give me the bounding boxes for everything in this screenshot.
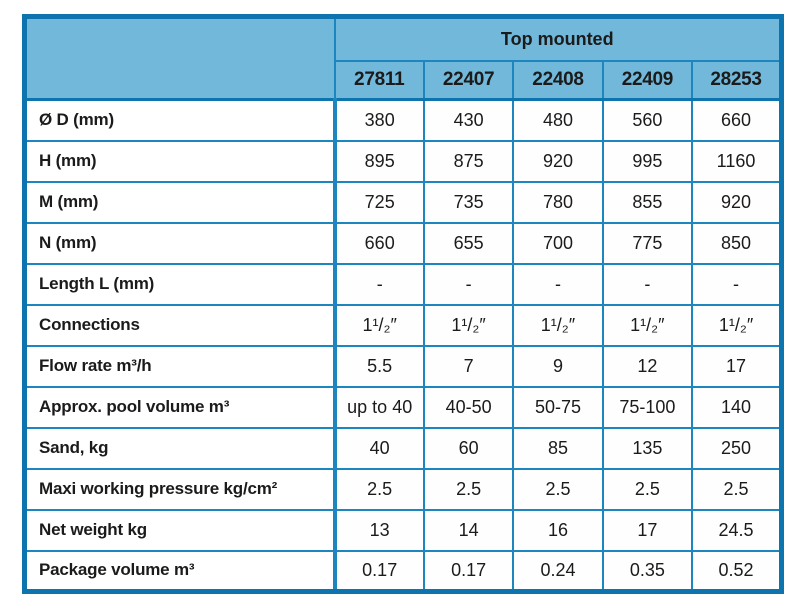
table-row-flow-rate: Flow rate m³/h 5.5 7 9 12 17 bbox=[23, 344, 783, 388]
table-cell: 2.5 bbox=[422, 467, 515, 511]
table-cell: 1¹/₂″ bbox=[512, 303, 604, 347]
column-header-22409: 22409 bbox=[601, 59, 694, 101]
table-cell: 725 bbox=[333, 180, 425, 224]
row-label: Flow rate m³/h bbox=[23, 344, 337, 388]
row-label: Package volume m³ bbox=[23, 549, 337, 593]
table-cell: 40 bbox=[333, 426, 425, 470]
table-cell: - bbox=[691, 262, 783, 306]
table-row-net-weight: Net weight kg 13 14 16 17 24.5 bbox=[23, 508, 783, 552]
row-label: Maxi working pressure kg/cm² bbox=[23, 467, 337, 511]
column-header-27811: 27811 bbox=[333, 59, 425, 101]
table-cell: 250 bbox=[691, 426, 783, 470]
table-cell: 775 bbox=[601, 221, 694, 265]
table-cell: 0.17 bbox=[333, 549, 425, 593]
table-cell: 920 bbox=[691, 180, 783, 224]
table-row-length: Length L (mm) - - - - - bbox=[23, 262, 783, 306]
table-cell: 2.5 bbox=[512, 467, 604, 511]
spec-table: Top mounted 27811 22407 22408 22409 2825… bbox=[22, 14, 784, 594]
table-cell: 0.35 bbox=[601, 549, 694, 593]
table-cell: up to 40 bbox=[333, 385, 425, 429]
row-label: Length L (mm) bbox=[23, 262, 337, 306]
table-cell: 17 bbox=[691, 344, 783, 388]
table-cell: 2.5 bbox=[691, 467, 783, 511]
group-header-row: Top mounted bbox=[23, 15, 783, 101]
table-cell: 0.24 bbox=[512, 549, 604, 593]
table-cell: 0.17 bbox=[422, 549, 515, 593]
table-cell: 560 bbox=[601, 98, 694, 142]
table-cell: 9 bbox=[512, 344, 604, 388]
row-label: Connections bbox=[23, 303, 337, 347]
table-cell: 895 bbox=[333, 139, 425, 183]
table-row-n: N (mm) 660 655 700 775 850 bbox=[23, 221, 783, 265]
table-cell: 24.5 bbox=[691, 508, 783, 552]
table-row-package-volume: Package volume m³ 0.17 0.17 0.24 0.35 0.… bbox=[23, 549, 783, 593]
table-cell: 480 bbox=[512, 98, 604, 142]
table-cell: 855 bbox=[601, 180, 694, 224]
table-cell: 16 bbox=[512, 508, 604, 552]
row-label: Ø D (mm) bbox=[23, 98, 337, 142]
table-cell: 14 bbox=[422, 508, 515, 552]
row-label: M (mm) bbox=[23, 180, 337, 224]
row-label: N (mm) bbox=[23, 221, 337, 265]
table-cell: 655 bbox=[422, 221, 515, 265]
table-cell: 135 bbox=[601, 426, 694, 470]
table-header: Top mounted 27811 22407 22408 22409 2825… bbox=[23, 15, 783, 101]
table-cell: 75-100 bbox=[601, 385, 694, 429]
table-row-height: H (mm) 895 875 920 995 1160 bbox=[23, 139, 783, 183]
table-cell: 2.5 bbox=[333, 467, 425, 511]
row-label: H (mm) bbox=[23, 139, 337, 183]
table-cell: 995 bbox=[601, 139, 694, 183]
table-cell: 13 bbox=[333, 508, 425, 552]
table-cell: 1¹/₂″ bbox=[691, 303, 783, 347]
table-cell: 50-75 bbox=[512, 385, 604, 429]
table-row-pool-volume: Approx. pool volume m³ up to 40 40-50 50… bbox=[23, 385, 783, 429]
table-cell: 1¹/₂″ bbox=[422, 303, 515, 347]
table-cell: 60 bbox=[422, 426, 515, 470]
row-label: Net weight kg bbox=[23, 508, 337, 552]
group-header: Top mounted bbox=[333, 15, 783, 62]
table-cell: 875 bbox=[422, 139, 515, 183]
table-cell: 85 bbox=[512, 426, 604, 470]
table-cell: 1160 bbox=[691, 139, 783, 183]
corner-cell bbox=[23, 15, 336, 101]
table-cell: 17 bbox=[601, 508, 694, 552]
table-row-m: M (mm) 725 735 780 855 920 bbox=[23, 180, 783, 224]
table-cell: 735 bbox=[422, 180, 515, 224]
table-cell: - bbox=[601, 262, 694, 306]
row-label: Approx. pool volume m³ bbox=[23, 385, 337, 429]
table-cell: 1¹/₂″ bbox=[333, 303, 425, 347]
table-cell: 850 bbox=[691, 221, 783, 265]
table-cell: 0.52 bbox=[691, 549, 783, 593]
model-number-row: 27811 22407 22408 22409 28253 bbox=[25, 59, 783, 101]
table-cell: 140 bbox=[691, 385, 783, 429]
table-row-connections: Connections 1¹/₂″ 1¹/₂″ 1¹/₂″ 1¹/₂″ 1¹/₂… bbox=[23, 303, 783, 347]
table-row-max-pressure: Maxi working pressure kg/cm² 2.5 2.5 2.5… bbox=[23, 467, 783, 511]
table-cell: 660 bbox=[333, 221, 425, 265]
table-cell: - bbox=[422, 262, 515, 306]
row-label: Sand, kg bbox=[23, 426, 337, 470]
column-header-22407: 22407 bbox=[422, 59, 515, 101]
table-cell: 1¹/₂″ bbox=[601, 303, 694, 347]
table-cell: - bbox=[512, 262, 604, 306]
table-cell: 780 bbox=[512, 180, 604, 224]
table-cell: 5.5 bbox=[333, 344, 425, 388]
table-cell: - bbox=[333, 262, 425, 306]
table-cell: 700 bbox=[512, 221, 604, 265]
column-header-22408: 22408 bbox=[512, 59, 604, 101]
table-cell: 430 bbox=[422, 98, 515, 142]
table-body: Ø D (mm) 380 430 480 560 660 H (mm) 895 … bbox=[23, 98, 783, 593]
table-cell: 40-50 bbox=[422, 385, 515, 429]
table-row-sand: Sand, kg 40 60 85 135 250 bbox=[23, 426, 783, 470]
table-row-diameter: Ø D (mm) 380 430 480 560 660 bbox=[23, 98, 783, 142]
table-cell: 12 bbox=[601, 344, 694, 388]
table-cell: 660 bbox=[691, 98, 783, 142]
table-cell: 7 bbox=[422, 344, 515, 388]
column-header-28253: 28253 bbox=[691, 59, 783, 101]
table-cell: 380 bbox=[333, 98, 425, 142]
table-cell: 2.5 bbox=[601, 467, 694, 511]
table-cell: 920 bbox=[512, 139, 604, 183]
